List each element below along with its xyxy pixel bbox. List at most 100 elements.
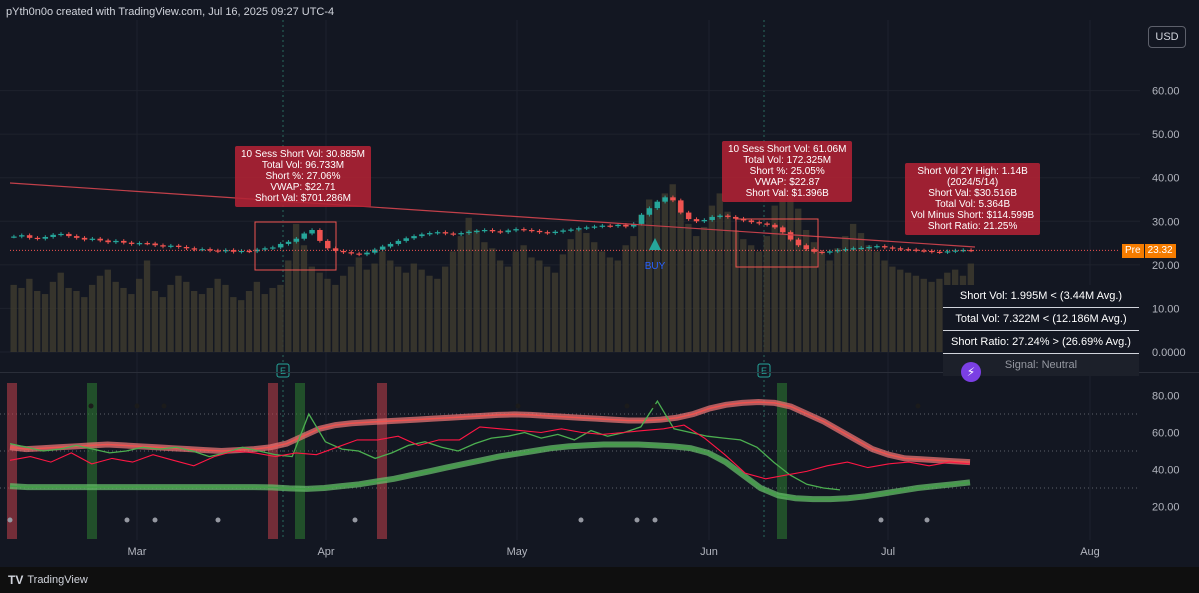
volume-bar bbox=[104, 269, 111, 352]
price-tick-label: 60.00 bbox=[1152, 86, 1180, 98]
candle-body bbox=[309, 230, 315, 234]
volume-bar bbox=[465, 217, 472, 352]
time-tick-label: Jun bbox=[700, 546, 718, 558]
time-tick-label: Aug bbox=[1080, 546, 1100, 558]
annotation-line: Short Val: $30.516B bbox=[928, 188, 1017, 199]
volume-bar bbox=[261, 294, 268, 352]
candle-body bbox=[58, 233, 64, 236]
volume-bar bbox=[904, 272, 912, 352]
volume-bar bbox=[928, 281, 935, 352]
candle-body bbox=[340, 250, 347, 253]
volume-bar bbox=[512, 251, 519, 352]
candle-body bbox=[623, 224, 629, 227]
annotation-box-2: 10 Sess Short Vol: 61.06M Total Vol: 172.… bbox=[722, 141, 853, 202]
currency-button[interactable]: USD bbox=[1148, 26, 1186, 48]
candle-body bbox=[434, 232, 441, 234]
volume-bar bbox=[693, 236, 700, 352]
signal-dot bbox=[878, 517, 884, 523]
bear-signal-bar bbox=[377, 383, 387, 539]
candle-body bbox=[458, 233, 464, 235]
volume-bar bbox=[857, 233, 865, 352]
candle-body bbox=[34, 237, 41, 240]
candle-body bbox=[882, 246, 888, 248]
volume-bar bbox=[653, 208, 661, 352]
candle-body bbox=[521, 229, 527, 231]
footer-bar: TV TradingView bbox=[0, 567, 1199, 593]
volume-bar bbox=[300, 245, 308, 352]
chart-canvas[interactable]: BUY E E 60.00 50.00 40.00 30.00 20.00 10.00 0.00… bbox=[0, 0, 1199, 567]
chart-credit: pYth0n0o created with TradingView.com, J… bbox=[6, 6, 335, 18]
candle-body bbox=[685, 212, 692, 220]
volume-bar bbox=[755, 251, 763, 352]
bull-signal-bar bbox=[87, 383, 97, 539]
signal-dot bbox=[152, 517, 158, 523]
candle-body bbox=[19, 235, 25, 237]
candle-body bbox=[725, 215, 731, 217]
volume-bar bbox=[57, 272, 64, 352]
volume-bar bbox=[763, 236, 771, 352]
volume-bar bbox=[543, 266, 551, 352]
volume-bar bbox=[363, 269, 370, 352]
candle-body bbox=[50, 234, 56, 237]
tradingview-logo[interactable]: TV TradingView bbox=[8, 573, 88, 587]
volume-bar bbox=[873, 251, 880, 352]
candle-body bbox=[607, 225, 613, 227]
candle-body bbox=[356, 253, 362, 255]
annotation-line: 10 Sess Short Vol: 30.885M bbox=[241, 149, 365, 160]
highlight-box-2 bbox=[735, 218, 819, 268]
candle-body bbox=[670, 197, 676, 201]
time-tick-label: Jul bbox=[881, 546, 895, 558]
pre-market-tag: Pre bbox=[1122, 244, 1144, 258]
volume-bar bbox=[787, 193, 794, 352]
annotation-line: Short Val: $701.286M bbox=[254, 193, 351, 204]
time-tick-label: Mar bbox=[128, 546, 147, 558]
last-price-label: Pre 23.32 bbox=[1122, 244, 1176, 258]
volume-bar bbox=[222, 284, 229, 352]
signal-dot bbox=[88, 403, 94, 409]
candle-body bbox=[944, 251, 951, 253]
volume-bar bbox=[669, 184, 676, 352]
candle-body bbox=[921, 250, 927, 252]
volume-bar bbox=[747, 245, 755, 352]
candle-body bbox=[717, 215, 723, 217]
volume-bar bbox=[732, 230, 739, 352]
volume-bar bbox=[112, 281, 119, 352]
annotation-line: Total Vol: 172.325M bbox=[743, 155, 832, 166]
short-ratio-row: Short Ratio: 27.24% > (26.69% Avg.) bbox=[943, 331, 1139, 354]
candle-body bbox=[505, 230, 511, 233]
candle-body bbox=[223, 250, 229, 252]
volume-bar bbox=[504, 266, 512, 352]
candle-body bbox=[379, 246, 386, 250]
volume-bar bbox=[810, 242, 818, 352]
candle-body bbox=[889, 247, 896, 249]
signal-icon: ⚡ bbox=[961, 362, 981, 382]
price-tick-label: 0.0000 bbox=[1152, 347, 1186, 359]
price-tick-label: 30.00 bbox=[1152, 216, 1180, 228]
candle-body bbox=[364, 252, 370, 255]
candle-body bbox=[42, 236, 49, 239]
candle-body bbox=[395, 240, 402, 244]
candle-body bbox=[576, 228, 582, 230]
candle-body bbox=[756, 222, 762, 224]
candle-body bbox=[254, 249, 260, 252]
volume-bar bbox=[818, 251, 825, 352]
volume-bar bbox=[708, 205, 716, 352]
bull-signal-bar bbox=[295, 383, 305, 539]
volume-bar bbox=[96, 275, 104, 352]
candle-body bbox=[929, 250, 935, 253]
time-tick-label: Apr bbox=[317, 546, 334, 558]
signal-dot bbox=[134, 403, 140, 409]
annotation-line: Total Vol: 96.733M bbox=[261, 160, 345, 171]
volume-bar bbox=[716, 193, 723, 352]
candle-body bbox=[544, 232, 551, 234]
candle-body bbox=[168, 245, 174, 247]
candle-body bbox=[827, 251, 833, 253]
candle-body bbox=[905, 249, 912, 251]
candle-body bbox=[270, 247, 276, 249]
pane-separator[interactable] bbox=[0, 372, 1199, 373]
candle-body bbox=[615, 224, 621, 227]
candle-body bbox=[160, 245, 166, 247]
candle-body bbox=[191, 248, 198, 250]
candle-body bbox=[113, 240, 119, 243]
candle-body bbox=[709, 216, 715, 220]
